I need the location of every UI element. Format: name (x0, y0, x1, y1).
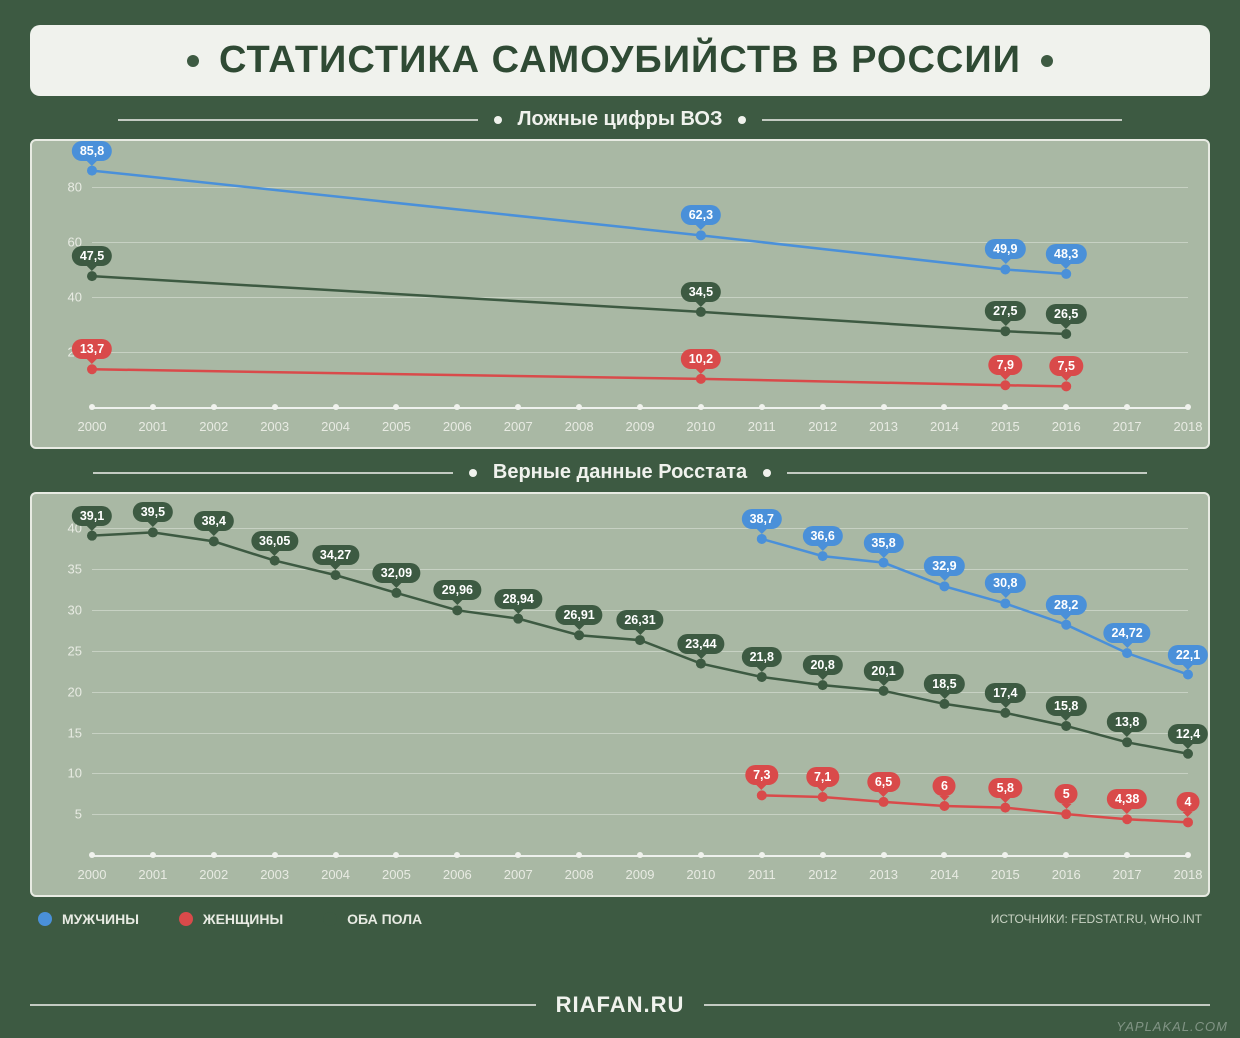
data-label-women: 13,7 (72, 339, 112, 359)
chart-plot-area: 2040608020002001200220032004200520062007… (32, 141, 1208, 447)
data-label-both: 21,8 (742, 647, 782, 667)
data-label-men: 62,3 (681, 205, 721, 225)
title-bullet-right (1041, 55, 1053, 67)
data-label-women: 5,8 (989, 778, 1022, 798)
data-label-men: 38,7 (742, 509, 782, 529)
series-line-men (92, 171, 1066, 274)
series-line-both (92, 276, 1066, 334)
watermark: YAPLAKAL.COM (1116, 1019, 1228, 1034)
data-label-both: 20,1 (863, 661, 903, 681)
data-label-women: 10,2 (681, 349, 721, 369)
title-bullet-left (187, 55, 199, 67)
chart-who: 2040608020002001200220032004200520062007… (30, 139, 1210, 449)
series-line-women (92, 369, 1066, 386)
section-title-2: Верные данные Росстата (30, 461, 1210, 484)
data-label-women: 7,1 (806, 767, 839, 787)
data-label-both: 39,1 (72, 506, 112, 526)
data-label-women: 4,38 (1107, 789, 1147, 809)
data-label-men: 49,9 (985, 239, 1025, 259)
legend-label: МУЖЧИНЫ (62, 911, 139, 927)
section-bullet (763, 469, 771, 477)
legend: МУЖЧИНЫ ЖЕНЩИНЫ ОБА ПОЛА ИСТОЧНИКИ: FEDS… (30, 911, 1210, 927)
legend-dot (323, 912, 337, 926)
data-label-both: 17,4 (985, 683, 1025, 703)
legend-dot (179, 912, 193, 926)
infographic-frame: СТАТИСТИКА САМОУБИЙСТВ В РОССИИ Ложные ц… (0, 0, 1240, 1038)
data-label-both: 18,5 (924, 674, 964, 694)
legend-label: ЖЕНЩИНЫ (203, 911, 283, 927)
data-label-women: 5 (1055, 784, 1078, 804)
data-label-men: 48,3 (1046, 244, 1086, 264)
section-bullet (469, 469, 477, 477)
data-label-both: 26,31 (616, 610, 663, 630)
section-bullet (494, 116, 502, 124)
legend-item-both: ОБА ПОЛА (323, 911, 422, 927)
section-title-label: Верные данные Росстата (493, 461, 747, 484)
legend-item-men: МУЖЧИНЫ (38, 911, 139, 927)
data-label-women: 6 (933, 776, 956, 796)
data-label-women: 7,9 (989, 355, 1022, 375)
section-title-1: Ложные цифры ВОЗ (30, 108, 1210, 131)
data-label-men: 28,2 (1046, 595, 1086, 615)
data-label-both: 23,44 (677, 634, 724, 654)
data-label-men: 32,9 (924, 556, 964, 576)
data-label-both: 34,27 (312, 545, 359, 565)
data-label-men: 22,1 (1168, 645, 1208, 665)
data-label-men: 30,8 (985, 573, 1025, 593)
data-label-both: 15,8 (1046, 696, 1086, 716)
data-label-women: 7,5 (1050, 356, 1083, 376)
section-line (118, 119, 478, 121)
legend-label: ОБА ПОЛА (347, 911, 422, 927)
data-label-men: 35,8 (863, 533, 903, 553)
data-label-both: 26,91 (555, 605, 602, 625)
footer: RIAFAN.RU (30, 992, 1210, 1018)
data-label-women: 7,3 (745, 765, 778, 785)
data-label-both: 47,5 (72, 246, 112, 266)
footer-line (704, 1004, 1210, 1006)
data-label-both: 20,8 (802, 655, 842, 675)
data-label-women: 6,5 (867, 772, 900, 792)
section-title-label: Ложные цифры ВОЗ (518, 108, 723, 131)
data-label-both: 38,4 (194, 511, 234, 531)
data-label-both: 13,8 (1107, 712, 1147, 732)
section-line (762, 119, 1122, 121)
data-label-both: 34,5 (681, 282, 721, 302)
main-title-bar: СТАТИСТИКА САМОУБИЙСТВ В РОССИИ (30, 25, 1210, 96)
footer-label: RIAFAN.RU (556, 992, 685, 1018)
plot-svg (32, 494, 1208, 895)
data-label-both: 29,96 (434, 580, 481, 600)
data-label-both: 26,5 (1046, 304, 1086, 324)
data-label-men: 24,72 (1103, 623, 1150, 643)
data-label-both: 32,09 (373, 563, 420, 583)
main-title: СТАТИСТИКА САМОУБИЙСТВ В РОССИИ (219, 39, 1021, 82)
data-label-men: 85,8 (72, 141, 112, 161)
data-label-women: 4 (1177, 792, 1200, 812)
data-label-both: 27,5 (985, 301, 1025, 321)
legend-dot (38, 912, 52, 926)
chart-plot-area: 5101520253035402000200120022003200420052… (32, 494, 1208, 895)
data-label-both: 36,05 (251, 531, 298, 551)
sources-label: ИСТОЧНИКИ: FEDSTAT.RU, WHO.INT (991, 912, 1202, 926)
legend-item-women: ЖЕНЩИНЫ (179, 911, 283, 927)
section-line (93, 472, 453, 474)
data-label-men: 36,6 (802, 526, 842, 546)
data-label-both: 28,94 (495, 589, 542, 609)
chart-rosstat: 5101520253035402000200120022003200420052… (30, 492, 1210, 897)
footer-line (30, 1004, 536, 1006)
data-label-both: 39,5 (133, 502, 173, 522)
plot-svg (32, 141, 1208, 447)
section-line (787, 472, 1147, 474)
data-label-both: 12,4 (1168, 724, 1208, 744)
section-bullet (738, 116, 746, 124)
